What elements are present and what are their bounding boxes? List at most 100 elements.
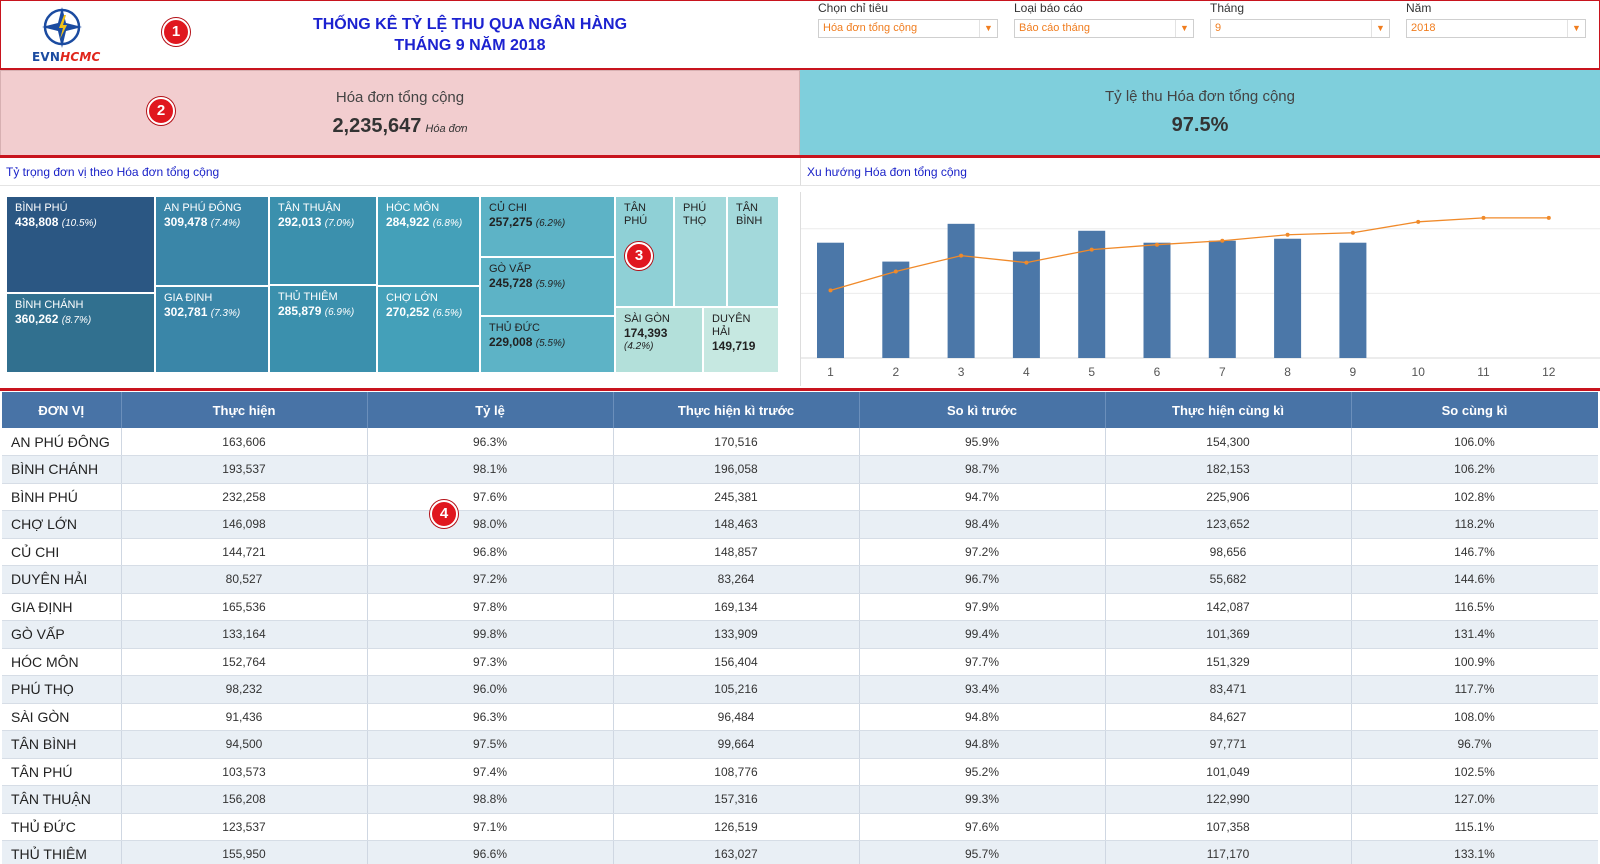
- table-cell: 193,537: [121, 455, 368, 484]
- table-cell: 155,950: [121, 840, 368, 864]
- treemap-tile[interactable]: GÒ VẤP 245,728 (5.9%): [480, 257, 615, 316]
- treemap-tile[interactable]: CỦ CHI 257,275 (6.2%): [480, 196, 615, 257]
- chevron-down-icon[interactable]: ▼: [979, 20, 997, 37]
- logo-star-icon: [42, 7, 82, 48]
- table-row[interactable]: DUYÊN HẢI 80,527 97.2% 83,264 96.7% 55,682 144…: [2, 565, 1598, 594]
- table-cell: 108.0%: [1351, 703, 1598, 731]
- table-row[interactable]: GIA ĐỊNH 165,536 97.8% 169,134 97.9% 142,087 1…: [2, 593, 1598, 621]
- table-row[interactable]: THỦ ĐỨC 123,537 97.1% 126,519 97.6% 107,358 11…: [2, 813, 1598, 841]
- title-line-1: THỐNG KÊ TỶ LỆ THU QUA NGÂN HÀNG: [312, 16, 628, 33]
- line-point: [1350, 230, 1355, 235]
- table-row[interactable]: CỦ CHI 144,721 96.8% 148,857 97.2% 98,656 146.…: [2, 538, 1598, 566]
- table-cell: 117,170: [1105, 840, 1352, 864]
- unit-name-cell: PHÚ THỌ: [2, 675, 122, 704]
- table-cell: 98.4%: [859, 510, 1106, 539]
- table-cell: 148,857: [613, 538, 860, 566]
- unit-name-cell: TÂN THUẬN: [2, 785, 122, 814]
- table-cell: 99.8%: [367, 620, 614, 649]
- treemap-tile[interactable]: SÀI GÒN 174,393 (4.2%): [615, 307, 703, 373]
- table-cell: 97,771: [1105, 730, 1352, 759]
- table-row[interactable]: AN PHÚ ĐÔNG 163,606 96.3% 170,516 95.9% 154,3…: [2, 428, 1598, 456]
- x-tick-label: 12: [1542, 365, 1556, 379]
- column-header-rate[interactable]: Tỷ lệ: [367, 392, 614, 428]
- line-point: [893, 269, 898, 274]
- filter-report-type: Loại báo cáo Báo cáo tháng ▼: [1014, 0, 1194, 38]
- table-cell: 97.2%: [859, 538, 1106, 566]
- table-row[interactable]: TÂN BÌNH 94,500 97.5% 99,664 94.8% 97,771 96.7…: [2, 730, 1598, 759]
- treemap-tile[interactable]: PHÚ THỌ: [674, 196, 727, 307]
- column-header-vs-same[interactable]: So cùng kì: [1351, 392, 1598, 428]
- x-tick-label: 10: [1412, 365, 1426, 379]
- bar: [1208, 240, 1236, 358]
- table-row[interactable]: PHÚ THỌ 98,232 96.0% 105,216 93.4% 83,471 117.…: [2, 675, 1598, 704]
- bar: [882, 261, 910, 358]
- x-tick-label: 3: [958, 365, 965, 379]
- table-cell: 196,058: [613, 455, 860, 484]
- treemap-tile[interactable]: THỦ THIÊM 285,879 (6.9%): [269, 285, 377, 373]
- table-cell: 133.1%: [1351, 840, 1598, 864]
- trend-caption: Xu hướng Hóa đơn tổng cộng: [800, 158, 1600, 186]
- table-cell: 83,471: [1105, 675, 1352, 704]
- treemap-tile[interactable]: BÌNH CHÁNH 360,262 (8.7%): [6, 293, 155, 373]
- chevron-down-icon[interactable]: ▼: [1175, 20, 1193, 37]
- table-row[interactable]: BÌNH PHÚ 232,258 97.6% 245,381 94.7% 225,906 1…: [2, 483, 1598, 511]
- unit-name-cell: CỦ CHI: [2, 538, 122, 566]
- table-cell: 99.3%: [859, 785, 1106, 814]
- chevron-down-icon[interactable]: ▼: [1567, 20, 1585, 37]
- kpi-collection-rate-label: Tỷ lệ thu Hóa đơn tổng cộng: [1105, 88, 1295, 105]
- treemap-tile[interactable]: DUYÊN HẢI 149,719: [703, 307, 779, 373]
- bar: [1012, 251, 1040, 358]
- table-cell: 96.7%: [859, 565, 1106, 594]
- table-cell: 101,369: [1105, 620, 1352, 649]
- table-cell: 96.7%: [1351, 730, 1598, 759]
- unit-name-cell: CHỢ LỚN: [2, 510, 122, 539]
- table-row[interactable]: HÓC MÔN 152,764 97.3% 156,404 97.7% 151,329 10…: [2, 648, 1598, 676]
- treemap-tile[interactable]: GIA ĐỊNH 302,781 (7.3%): [155, 286, 269, 373]
- column-header-same-period[interactable]: Thực hiện cùng kì: [1105, 392, 1352, 428]
- filter-month-label: Tháng: [1210, 1, 1245, 15]
- treemap-tile[interactable]: THỦ ĐỨC 229,008 (5.5%): [480, 316, 615, 373]
- column-header-prev-period[interactable]: Thực hiện kì trước: [613, 392, 860, 428]
- table-cell: 94.7%: [859, 483, 1106, 511]
- unit-name-cell: THỦ THIÊM: [2, 840, 122, 864]
- filter-report-type-select[interactable]: Báo cáo tháng ▼: [1014, 19, 1194, 38]
- table-row[interactable]: BÌNH CHÁNH 193,537 98.1% 196,058 98.7% 182,15…: [2, 455, 1598, 484]
- table-row[interactable]: TÂN PHÚ 103,573 97.4% 108,776 95.2% 101,049 10…: [2, 758, 1598, 786]
- table-row[interactable]: SÀI GÒN 91,436 96.3% 96,484 94.8% 84,627 108.0…: [2, 703, 1598, 731]
- table-cell: 99.4%: [859, 620, 1106, 649]
- treemap-tile[interactable]: HÓC MÔN 284,922 (6.8%): [377, 196, 480, 286]
- treemap-tile[interactable]: BÌNH PHÚ 438,808 (10.5%): [6, 196, 155, 293]
- treemap-tile[interactable]: TÂN THUẬN 292,013 (7.0%): [269, 196, 377, 285]
- table-cell: 97.4%: [367, 758, 614, 786]
- table-cell: 106.0%: [1351, 428, 1598, 456]
- treemap-tile[interactable]: CHỢ LỚN 270,252 (6.5%): [377, 286, 480, 373]
- filter-month-select[interactable]: 9 ▼: [1210, 19, 1390, 38]
- column-header-actual[interactable]: Thực hiện: [121, 392, 368, 428]
- treemap-tile[interactable]: AN PHÚ ĐÔNG 309,478 (7.4%): [155, 196, 269, 286]
- table-row[interactable]: CHỢ LỚN 146,098 98.0% 148,463 98.4% 123,652 11…: [2, 510, 1598, 539]
- table-cell: 95.2%: [859, 758, 1106, 786]
- table-cell: 115.1%: [1351, 813, 1598, 841]
- table-cell: 127.0%: [1351, 785, 1598, 814]
- table-cell: 123,537: [121, 813, 368, 841]
- column-header-unit[interactable]: ĐƠN VỊ: [2, 392, 122, 428]
- filter-year-select[interactable]: 2018 ▼: [1406, 19, 1586, 38]
- table-cell: 97.8%: [367, 593, 614, 621]
- table-cell: 163,027: [613, 840, 860, 864]
- kpi-total-invoices-label: Hóa đơn tổng cộng: [335, 89, 465, 106]
- table-cell: 97.1%: [367, 813, 614, 841]
- treemap-chart: BÌNH PHÚ 438,808 (10.5%) BÌNH CHÁNH 360,…: [6, 196, 796, 374]
- chevron-down-icon[interactable]: ▼: [1371, 20, 1389, 37]
- table-row[interactable]: TÂN THUẬN 156,208 98.8% 157,316 99.3% 122,990…: [2, 785, 1598, 814]
- section-divider: [0, 388, 1600, 391]
- column-header-vs-prev[interactable]: So kì trước: [859, 392, 1106, 428]
- table-cell: 94.8%: [859, 730, 1106, 759]
- filter-indicator-select[interactable]: Hóa đơn tổng cộng ▼: [818, 19, 998, 38]
- line-point: [1416, 219, 1421, 224]
- table-cell: 99,664: [613, 730, 860, 759]
- table-row[interactable]: GÒ VẤP 133,164 99.8% 133,909 99.4% 101,369 131…: [2, 620, 1598, 649]
- table-row[interactable]: THỦ THIÊM 155,950 96.6% 163,027 95.7% 117,170…: [2, 840, 1598, 864]
- table-cell: 97.7%: [859, 648, 1106, 676]
- table-cell: 142,087: [1105, 593, 1352, 621]
- treemap-tile[interactable]: TÂN BÌNH: [727, 196, 779, 307]
